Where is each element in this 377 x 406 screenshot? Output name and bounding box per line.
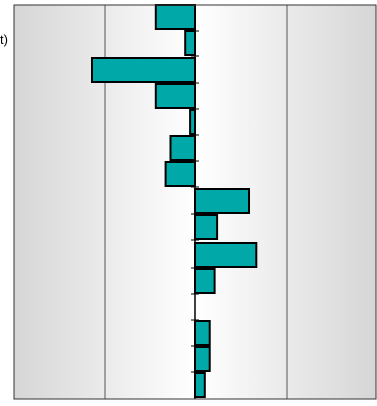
bar-2 (184, 30, 196, 56)
bar-4 (154, 83, 197, 109)
bar-11 (194, 268, 216, 294)
bar-3 (91, 57, 196, 83)
bar-10 (194, 242, 258, 268)
bar-13 (194, 346, 211, 372)
plot-border (13, 4, 377, 400)
bar-12 (194, 320, 211, 346)
bar-6 (169, 135, 196, 161)
bar-8 (194, 188, 250, 214)
bar-9 (194, 214, 219, 240)
truncated-label: t) (0, 32, 8, 47)
bar-14 (194, 372, 206, 398)
bar-1 (154, 4, 197, 30)
bar-7 (164, 161, 197, 187)
